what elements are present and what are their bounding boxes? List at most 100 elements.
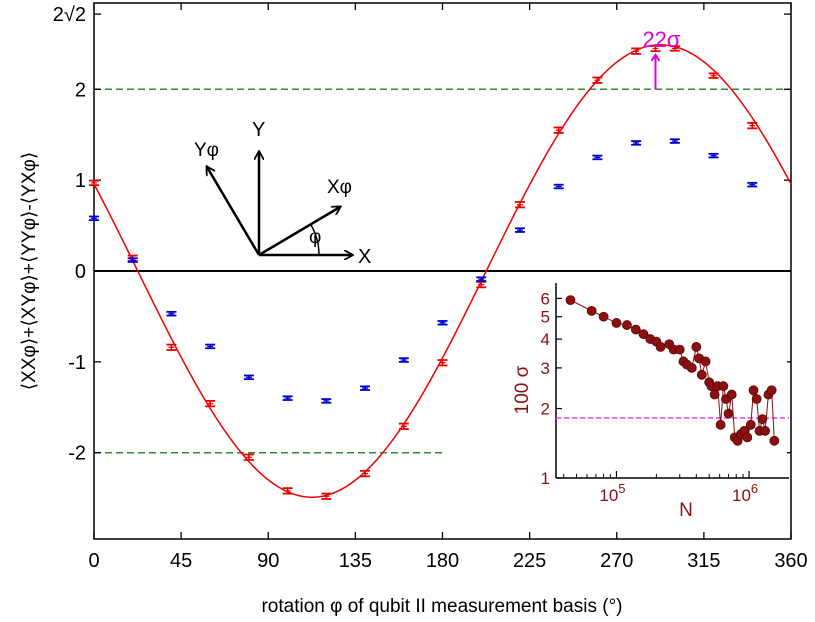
x-tick-label: 180 [426, 550, 459, 572]
data-point [747, 181, 758, 188]
data-point [243, 374, 254, 381]
inset-data-layer [565, 295, 780, 446]
inset-x-axis-title: N [679, 500, 693, 521]
data-point [747, 122, 758, 130]
inset-y-tick-label: 5 [541, 308, 550, 327]
inset-point [700, 356, 711, 367]
data-point [650, 44, 661, 53]
inset-point [622, 320, 632, 330]
inset-x-tick-label: 106 [732, 481, 758, 505]
data-point [360, 385, 371, 391]
data-point [166, 343, 177, 351]
data-point [127, 257, 138, 263]
x-tick-label: 135 [339, 550, 372, 572]
data-point [553, 183, 564, 190]
x-tick-label: 45 [170, 550, 192, 572]
data-point [476, 281, 487, 289]
inset-point [686, 363, 697, 373]
y-phi-basis-arrow [207, 167, 261, 256]
y-tick-label: 2√2 [53, 4, 86, 26]
inset-point [751, 394, 762, 404]
inset-point [674, 344, 685, 355]
y-tick-label: 0 [75, 261, 86, 283]
inset-point [586, 305, 597, 316]
inset-y-tick-label: 1 [541, 469, 550, 488]
inset-point [742, 432, 753, 443]
sigma-annotation-arrowhead [650, 52, 661, 62]
data-point [708, 152, 719, 159]
data-point [669, 138, 680, 144]
x-tick-label: 0 [88, 550, 99, 572]
inset-point [766, 385, 777, 396]
inset-point [655, 341, 666, 352]
data-point [282, 395, 293, 401]
inset-point [598, 311, 609, 322]
data-point [321, 398, 332, 404]
inset-y-axis-title: 100 σ [512, 365, 533, 414]
inset-point [757, 414, 768, 424]
inset-point [718, 381, 729, 392]
x-axis-title: rotation φ of qubit II measurement basis… [261, 596, 622, 617]
inset-plot: 1 2 3 4 56 105 106 100 σ N [512, 283, 789, 521]
sigma-annotation: 22σ [642, 27, 681, 90]
data-point [282, 487, 293, 495]
inset-point [611, 318, 622, 328]
data-point [476, 276, 487, 282]
y-tick-label: -2 [68, 443, 86, 465]
x-basis-label: X [358, 246, 371, 268]
y-tick-label: 1 [75, 170, 86, 192]
data-point [437, 359, 448, 367]
data-series-layer [89, 44, 758, 500]
data-point [89, 179, 99, 187]
data-point [631, 47, 642, 55]
data-point [205, 400, 216, 408]
inset-background [540, 283, 787, 477]
y-tick-label: 2 [75, 79, 86, 101]
basis-rotation-diagram: X Y Xφ Yφ φ [194, 119, 371, 268]
data-point [321, 492, 332, 500]
inset-x-tick-label: 105 [599, 481, 625, 505]
y-tick-label: -1 [68, 352, 86, 374]
inset-point [715, 419, 726, 430]
inset-point [723, 408, 734, 419]
x-tick-label: 360 [774, 550, 807, 572]
data-point [514, 201, 525, 209]
y-axis-title: ⟨XXφ⟩+⟨XYφ⟩+⟨YYφ⟩-⟨YXφ⟩ [19, 152, 40, 390]
inset-ticks: 1 2 3 4 56 105 106 [541, 289, 759, 505]
data-point [89, 215, 99, 222]
inset-point [769, 435, 780, 446]
inset-point [638, 329, 649, 340]
data-point [360, 469, 371, 478]
data-point [708, 72, 719, 79]
y-phi-basis-label: Yφ [194, 140, 219, 161]
sigma-annotation-label: 22σ [642, 27, 680, 52]
inset-y-tick-label: 4 [541, 330, 550, 349]
data-point [514, 227, 525, 233]
inset-point [696, 369, 707, 380]
phi-angle-label: φ [309, 227, 321, 248]
inset-point [760, 426, 770, 436]
data-point [166, 310, 177, 317]
data-point [398, 357, 409, 363]
inset-point [726, 389, 737, 400]
data-point [669, 45, 680, 52]
inset-y-tick-label: 6 [541, 289, 550, 308]
x-tick-label: 90 [257, 550, 279, 572]
x-phi-basis-arrow [258, 207, 340, 257]
phi-angle-arc [310, 224, 320, 256]
x-phi-basis-label: Xφ [327, 177, 352, 198]
data-point [243, 453, 254, 461]
data-point [205, 343, 216, 350]
data-point [631, 140, 642, 146]
data-point [592, 76, 603, 84]
x-tick-label: 315 [687, 550, 720, 572]
inset-point [630, 324, 641, 335]
data-point [553, 126, 564, 134]
data-point [437, 320, 448, 326]
inset-y-tick-label: 2 [541, 400, 550, 419]
data-point [592, 154, 603, 161]
inset-point [565, 295, 576, 306]
inset-point [691, 341, 702, 352]
